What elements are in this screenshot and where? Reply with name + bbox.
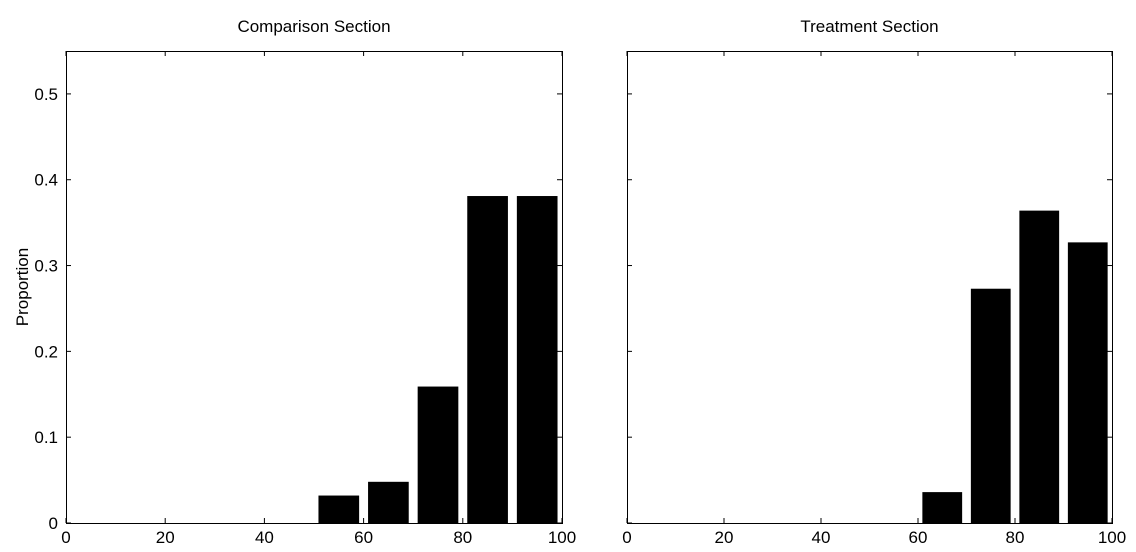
treatment-x-tick-label-4: 80	[1006, 528, 1025, 547]
comparison-y-tick-label-0: 0	[49, 514, 58, 533]
comparison-bar-9	[516, 196, 558, 523]
treatment-x-tick-label-2: 40	[812, 528, 831, 547]
comparison-y-tick-label-4: 0.4	[34, 171, 58, 190]
treatment-x-tick-label-0: 0	[622, 528, 631, 547]
treatment-x-tick-label-3: 60	[909, 528, 928, 547]
comparison-chart-title: Comparison Section	[237, 17, 390, 36]
treatment-x-tick-label-1: 20	[715, 528, 734, 547]
comparison-bar-7	[417, 386, 459, 523]
comparison-panel: 0 20 40 60 80 100 0 0.1 0.2 0.3 0.4 0.5 Comparison S…	[13, 17, 576, 547]
comparison-plot-frame	[66, 51, 563, 524]
comparison-x-tick-label-2: 40	[255, 528, 274, 547]
treatment-panel: 0 20 40 60 80 100 Treatment Section	[622, 17, 1126, 547]
comparison-bar-8	[467, 196, 508, 523]
comparison-x-tick-label-0: 0	[61, 528, 70, 547]
treatment-bar-7	[970, 288, 1011, 523]
comparison-x-tick-label-4: 80	[453, 528, 472, 547]
treatment-chart-title: Treatment Section	[800, 17, 938, 36]
treatment-bar-9	[1067, 242, 1108, 523]
comparison-y-tick-label-5: 0.5	[34, 85, 58, 104]
treatment-bar-8	[1019, 210, 1060, 523]
comparison-y-tick-label-1: 0.1	[34, 428, 58, 447]
comparison-bar-6	[368, 481, 409, 523]
treatment-x-tick-label-5: 100	[1098, 528, 1126, 547]
comparison-x-tick-label-3: 60	[354, 528, 373, 547]
comparison-y-axis-label: Proportion	[13, 248, 32, 326]
comparison-x-tick-label-1: 20	[156, 528, 175, 547]
comparison-y-tick-label-2: 0.2	[34, 342, 58, 361]
comparison-x-tick-label-5: 100	[548, 528, 576, 547]
treatment-bar-6	[922, 492, 963, 523]
treatment-plot-frame	[627, 51, 1113, 524]
comparison-y-tick-label-3: 0.3	[34, 257, 58, 276]
comparison-bar-5	[318, 495, 360, 523]
